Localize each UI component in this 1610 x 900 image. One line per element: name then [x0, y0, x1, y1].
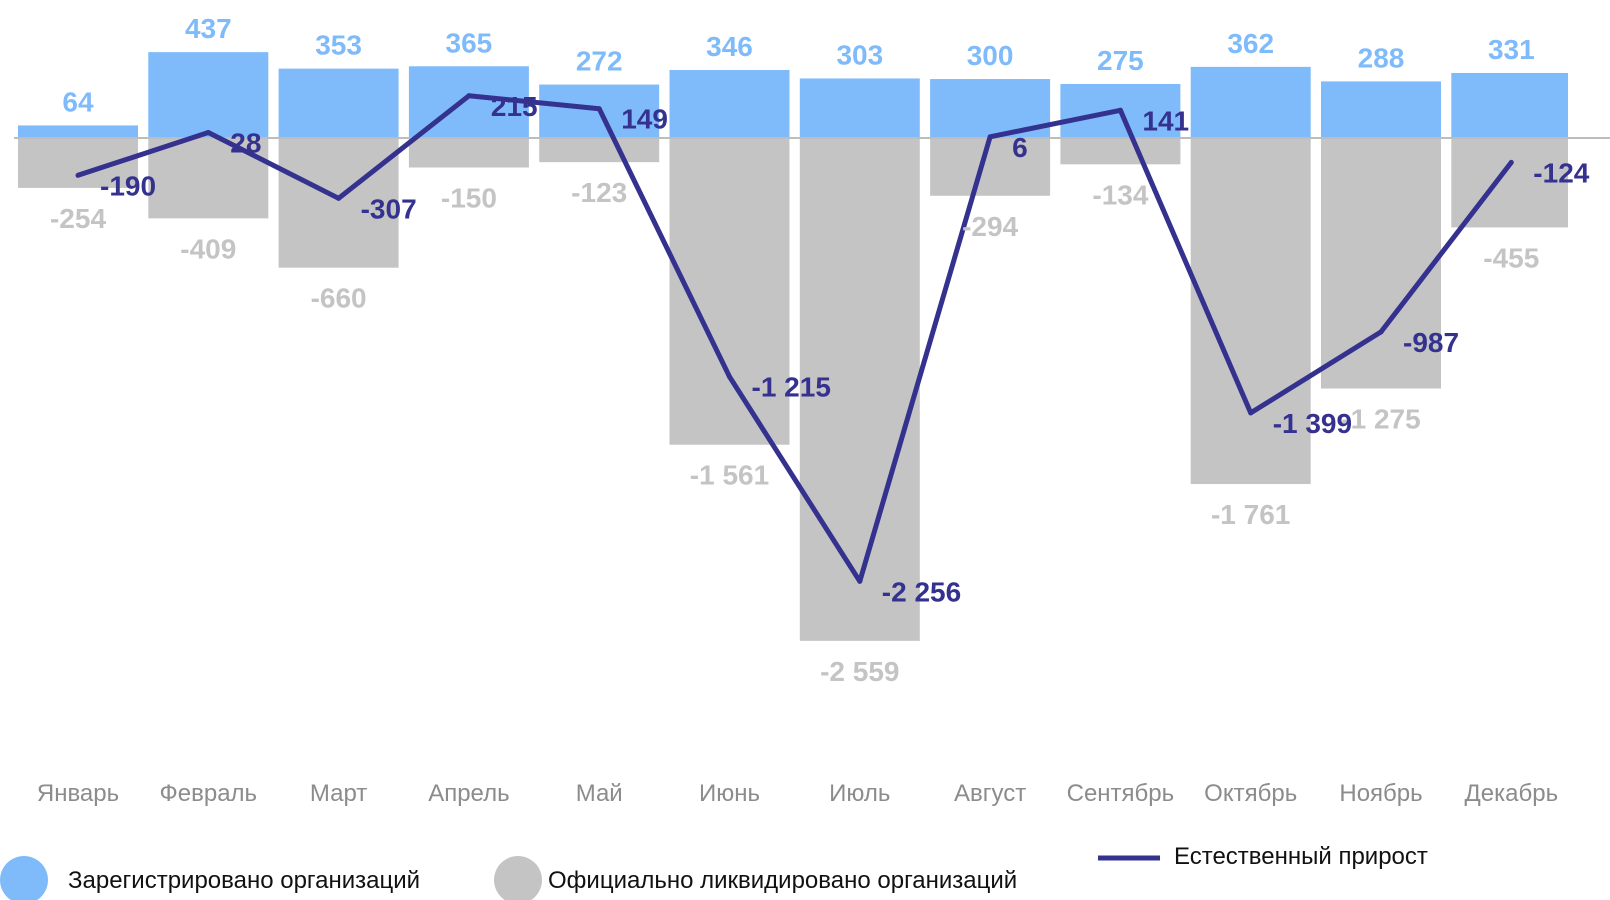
bar-liquidated [539, 138, 660, 163]
net-growth-line [77, 93, 1514, 584]
data-label-net: 6 [1012, 132, 1028, 163]
labels-layer: 64 -254 437 -409 353 -660 365 -150 272 -123 346 -1 … [50, 13, 1590, 687]
net-growth-point [1508, 159, 1514, 165]
net-growth-point [75, 172, 81, 178]
data-label-net: -190 [100, 170, 156, 201]
legend-label-net: Естественный прирост [1174, 843, 1428, 870]
x-axis-ticks: Январь Февраль Март Апрель Май Июнь Июль Август… [37, 780, 1558, 807]
net-growth-point [1378, 329, 1384, 335]
bar-registered [148, 52, 269, 138]
bar-registered [799, 78, 920, 138]
x-tick-label: Июнь [699, 780, 760, 807]
x-tick-label: Сентябрь [1067, 780, 1175, 807]
x-tick-label: Август [954, 780, 1026, 807]
data-label-liquidated: -455 [1483, 242, 1539, 273]
data-label-registered: 64 [62, 86, 94, 117]
data-label-net: 28 [230, 127, 261, 158]
data-label-liquidated: -150 [441, 182, 497, 213]
data-label-net: -307 [361, 193, 417, 224]
bars-layer [18, 52, 1568, 641]
data-label-net: -2 256 [882, 576, 961, 607]
net-growth-point [205, 129, 211, 135]
data-label-net: 149 [621, 104, 668, 135]
data-label-net: 141 [1142, 105, 1189, 136]
legend-marker-liquidated [494, 856, 542, 900]
x-tick-label: Октябрь [1204, 780, 1297, 807]
x-tick-label: Февраль [160, 780, 258, 807]
data-label-net: -1 215 [752, 372, 831, 403]
bar-registered [18, 125, 138, 138]
bar-registered [1190, 66, 1311, 138]
data-label-net: -1 399 [1273, 408, 1352, 439]
bar-registered [669, 70, 790, 138]
bar-liquidated [278, 138, 399, 268]
bar-liquidated [1321, 138, 1441, 389]
net-growth-point [1117, 107, 1123, 113]
data-label-liquidated: -2 559 [820, 656, 899, 687]
legend-label-registered: Зарегистрировано организаций [68, 867, 420, 894]
bar-liquidated [1190, 138, 1311, 485]
net-growth-point [466, 93, 472, 99]
data-label-registered: 288 [1358, 42, 1405, 73]
data-label-liquidated: -1 761 [1211, 499, 1290, 530]
data-label-liquidated: -1 275 [1341, 404, 1420, 435]
data-label-liquidated: -123 [571, 177, 627, 208]
data-label-liquidated: -409 [180, 233, 236, 264]
net-growth-point [857, 578, 863, 584]
data-label-registered: 346 [706, 31, 753, 62]
data-label-net: 215 [491, 91, 538, 122]
data-label-liquidated: -1 561 [690, 460, 769, 491]
data-label-registered: 331 [1488, 34, 1535, 65]
data-label-liquidated: -254 [50, 203, 106, 234]
data-label-registered: 272 [576, 46, 623, 77]
bar-liquidated [930, 138, 1051, 196]
net-growth-point [596, 106, 602, 112]
data-label-registered: 362 [1227, 28, 1274, 59]
x-tick-label: Ноябрь [1339, 780, 1422, 807]
legend: Зарегистрировано организаций Официально … [0, 843, 1428, 900]
net-line-layer [75, 93, 1514, 584]
legend-label-liquidated: Официально ликвидировано организаций [548, 867, 1017, 894]
data-label-registered: 303 [836, 39, 883, 70]
net-growth-point [1248, 410, 1254, 416]
legend-marker-registered [0, 856, 48, 900]
x-tick-label: Июль [829, 780, 890, 807]
bar-registered [278, 68, 399, 138]
data-label-liquidated: -134 [1092, 179, 1148, 210]
bar-liquidated [1060, 138, 1181, 165]
data-label-net: -987 [1403, 327, 1459, 358]
x-tick-label: Март [310, 780, 367, 807]
x-tick-label: Декабрь [1465, 780, 1559, 807]
net-growth-point [987, 134, 993, 140]
bar-liquidated [408, 138, 529, 168]
data-label-liquidated: -294 [962, 211, 1018, 242]
bar-registered [1321, 81, 1441, 138]
net-growth-point [336, 195, 342, 201]
data-label-registered: 300 [967, 40, 1014, 71]
x-tick-label: Январь [37, 780, 119, 807]
bar-registered [1451, 72, 1568, 138]
x-tick-label: Апрель [428, 780, 509, 807]
data-label-registered: 275 [1097, 45, 1144, 76]
data-label-registered: 353 [315, 30, 362, 61]
data-label-net: -124 [1533, 157, 1589, 188]
bar-liquidated [799, 138, 920, 641]
data-label-registered: 437 [185, 13, 232, 44]
net-growth-point [727, 374, 732, 380]
data-label-liquidated: -660 [311, 283, 367, 314]
data-label-registered: 365 [446, 27, 493, 58]
x-tick-label: Май [576, 780, 623, 807]
